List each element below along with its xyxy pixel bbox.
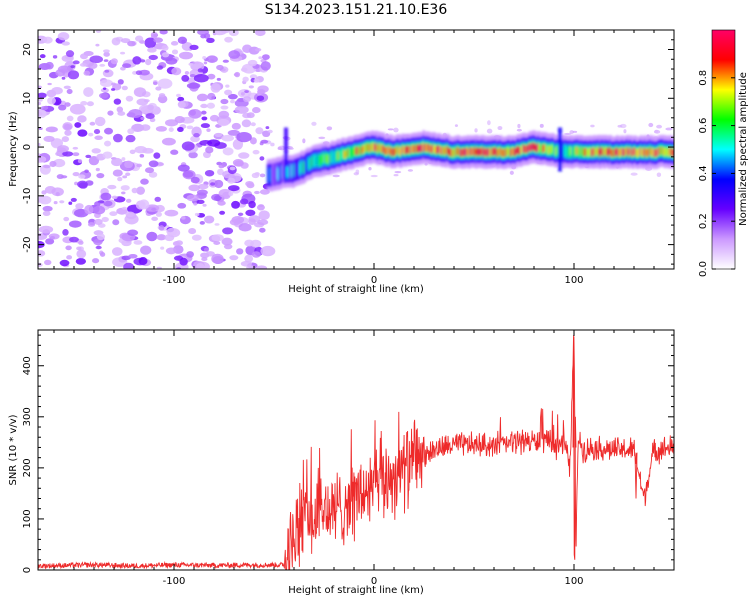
snr-line <box>37 336 675 571</box>
snr-dip <box>634 452 638 499</box>
noise-speckle <box>38 30 276 269</box>
y-tick-label: 10 <box>22 92 33 105</box>
x-tick-label: -100 <box>163 576 186 587</box>
colorbar-tick-label: 0.8 <box>698 70 709 86</box>
spectrogram-xlabel: Height of straight line (km) <box>288 284 424 295</box>
y-tick-label: 300 <box>22 407 33 426</box>
colorbar: 0.0 0.2 0.4 0.6 0.8 Normalized spectral ampl… <box>698 29 749 277</box>
snr-spike <box>572 335 577 560</box>
spectrogram-plot-area <box>38 30 674 269</box>
y-tick-label: 0 <box>22 567 33 573</box>
spectrogram-frame <box>37 29 675 270</box>
colorbar-gradient <box>711 29 736 270</box>
snr-plot-area <box>37 335 675 571</box>
figure-title: S134.2023.151.21.10.E36 <box>265 2 448 18</box>
y-tick-label: -10 <box>22 188 33 204</box>
colorbar-tick-label: 0.4 <box>698 165 709 181</box>
y-tick-label: 200 <box>22 458 33 477</box>
colorbar-tick-label: 0.2 <box>698 213 709 229</box>
snr-ticks: -100 0 100 0 100 200 300 400 <box>22 330 675 587</box>
y-tick-label: 0 <box>22 144 33 150</box>
signal-disturbance <box>284 127 288 167</box>
y-tick-label: 100 <box>22 509 33 528</box>
snr-xlabel: Height of straight line (km) <box>288 585 424 596</box>
y-tick-label: 20 <box>22 43 33 56</box>
signal-disturbance <box>558 127 562 172</box>
colorbar-tick-label: 0.6 <box>698 118 709 134</box>
y-tick-label: 400 <box>22 356 33 375</box>
colorbar-label: Normalized spectral amplitude <box>738 72 749 226</box>
signal-ridge <box>266 127 674 192</box>
x-tick-label: 0 <box>371 576 377 587</box>
colorbar-tick-label: 0.0 <box>698 261 709 277</box>
colorbar-ticks: 0.0 0.2 0.4 0.6 0.8 <box>698 70 735 277</box>
y-tick-label: -20 <box>22 236 33 252</box>
x-tick-label: -100 <box>163 275 186 286</box>
spectrogram-ylabel: Frequency (Hz) <box>8 111 19 187</box>
x-tick-label: 100 <box>564 576 583 587</box>
snr-ylabel: SNR (10 * v/v) <box>8 414 19 485</box>
snr-panel: -100 0 100 0 100 200 300 400 Height of straight… <box>8 329 675 596</box>
x-tick-label: 100 <box>564 275 583 286</box>
snr-frame <box>37 329 675 571</box>
x-tick-label: 0 <box>371 275 377 286</box>
